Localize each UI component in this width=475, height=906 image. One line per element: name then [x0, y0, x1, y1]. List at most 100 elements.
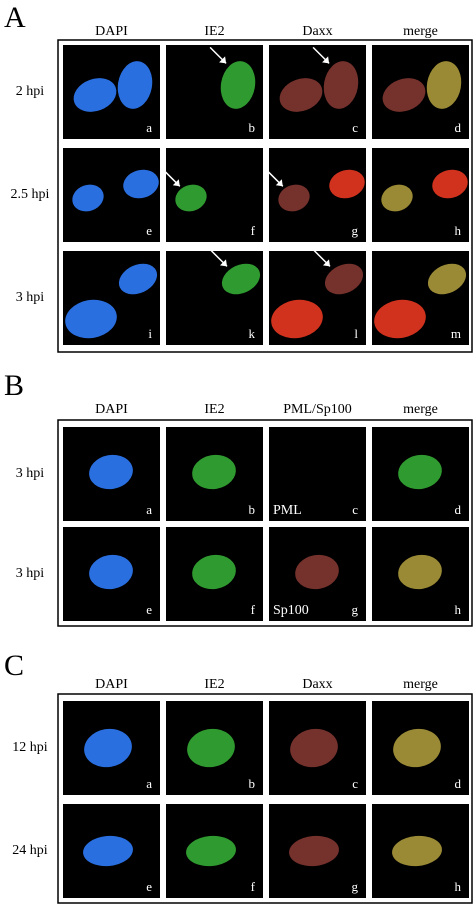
tile-letter: e	[146, 223, 152, 238]
tile-letter: k	[249, 326, 256, 341]
row-label: 3 hpi	[16, 290, 45, 305]
cell-nucleus	[432, 169, 468, 199]
panel-label: B	[4, 369, 24, 402]
tile-letter: f	[251, 879, 256, 894]
cell-nucleus	[289, 835, 339, 867]
cell-nucleus	[392, 835, 442, 867]
cell-nucleus	[192, 454, 236, 490]
micrograph: f	[166, 804, 263, 898]
panel-label: A	[4, 1, 26, 34]
tile-caption: Sp100	[273, 603, 309, 618]
micrograph: a	[63, 701, 160, 795]
row-label: 12 hpi	[12, 740, 48, 755]
tile-letter: g	[352, 223, 359, 238]
tile-letter: a	[146, 776, 152, 791]
micrograph: b	[166, 701, 263, 795]
micrograph: f	[163, 148, 263, 242]
micrograph: e	[63, 148, 160, 242]
micrograph: g Sp100	[269, 527, 366, 621]
tile-letter: a	[146, 502, 152, 517]
tile-letter: g	[352, 602, 359, 617]
cell-nucleus	[73, 78, 117, 112]
tile-letter: e	[146, 602, 152, 617]
cell-nucleus	[398, 554, 442, 590]
arrow-head	[322, 56, 330, 64]
tile-letter: b	[249, 120, 256, 135]
tile-letter: g	[352, 879, 359, 894]
column-header: DAPI	[95, 677, 128, 692]
cell-nucleus	[278, 184, 310, 212]
micrograph: h	[372, 804, 469, 898]
cell-nucleus	[192, 554, 236, 590]
cell-nucleus	[187, 728, 235, 768]
panel-frame	[57, 693, 473, 904]
cell-nucleus	[118, 263, 158, 295]
column-header: DAPI	[95, 24, 128, 39]
cell-nucleus	[426, 61, 462, 109]
micrograph: i	[63, 251, 160, 345]
cell-nucleus	[324, 263, 364, 295]
tile-letter: h	[455, 602, 462, 617]
tile-letter: d	[455, 120, 462, 135]
cell-nucleus	[84, 728, 132, 768]
micrograph: e	[63, 527, 160, 621]
column-header: merge	[403, 402, 438, 417]
cell-nucleus	[329, 169, 365, 199]
cell-nucleus	[382, 78, 426, 112]
row-label: 2 hpi	[16, 84, 45, 99]
micrograph: c	[269, 701, 366, 795]
arrow-head	[220, 259, 227, 267]
tile-letter: h	[455, 879, 462, 894]
cell-nucleus	[175, 184, 207, 212]
micrograph: g	[266, 148, 366, 242]
micrograph: l	[269, 249, 366, 345]
cell-nucleus	[72, 184, 104, 212]
tile-letter: b	[249, 502, 256, 517]
cell-nucleus	[398, 454, 442, 490]
micrograph: k	[166, 249, 263, 345]
column-header: IE2	[204, 402, 224, 417]
tile-letter: e	[146, 879, 152, 894]
tile-letter: h	[455, 223, 462, 238]
arrow-head	[172, 179, 180, 187]
column-header: Daxx	[302, 677, 332, 692]
cell-nucleus	[393, 728, 441, 768]
cell-nucleus	[221, 263, 261, 295]
micrograph: f	[166, 527, 263, 621]
tile-letter: b	[249, 776, 256, 791]
row-label: 2.5 hpi	[11, 187, 50, 202]
tile-letter: m	[451, 326, 461, 341]
cell-nucleus	[279, 78, 323, 112]
tile-letter: c	[352, 120, 358, 135]
cell-nucleus	[89, 454, 133, 490]
micrograph: d	[372, 45, 469, 139]
panel-frame	[57, 419, 473, 627]
micrograph: d	[372, 701, 469, 795]
micrograph: a	[63, 427, 160, 521]
micrograph: d	[372, 427, 469, 521]
panel-label: C	[4, 649, 24, 682]
micrograph: b	[166, 427, 263, 521]
cell-nucleus	[381, 184, 413, 212]
row-label: 24 hpi	[12, 843, 48, 858]
tile-caption: PML	[273, 503, 302, 518]
column-header: IE2	[204, 24, 224, 39]
cell-nucleus	[220, 61, 256, 109]
micrograph: c PML	[269, 427, 366, 521]
cell-nucleus	[290, 728, 338, 768]
micrograph: h	[372, 148, 469, 242]
cell-nucleus	[186, 835, 236, 867]
cell-nucleus	[83, 835, 133, 867]
cell-nucleus	[123, 169, 159, 199]
micrograph: g	[269, 804, 366, 898]
cell-nucleus	[374, 299, 426, 339]
arrow-head	[219, 56, 227, 64]
micrograph: e	[63, 804, 160, 898]
column-header: merge	[403, 24, 438, 39]
cell-nucleus	[65, 299, 117, 339]
micrograph: m	[372, 251, 469, 345]
cell-nucleus	[323, 61, 359, 109]
cell-nucleus	[427, 263, 467, 295]
tile-letter: c	[352, 776, 358, 791]
